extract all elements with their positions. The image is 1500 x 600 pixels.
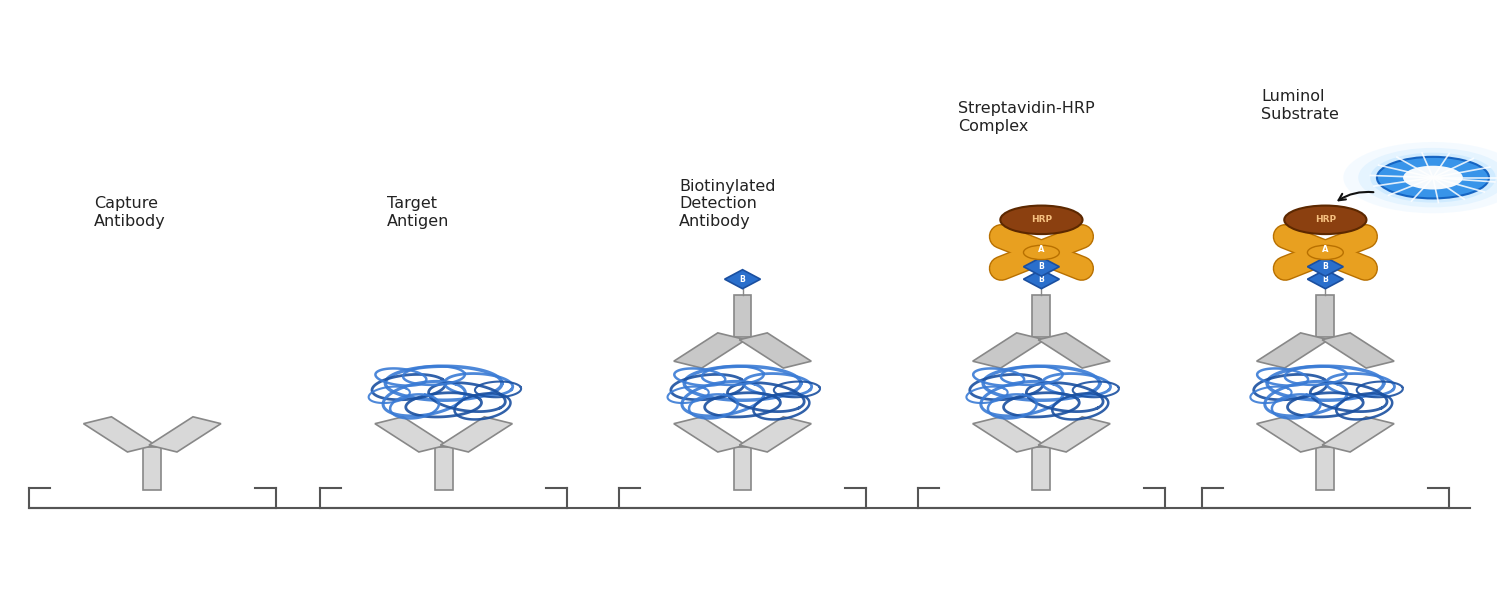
Text: A: A [1038, 245, 1044, 254]
Ellipse shape [1377, 157, 1490, 199]
Circle shape [1344, 142, 1500, 213]
Text: Target
Antigen: Target Antigen [387, 196, 450, 229]
Polygon shape [724, 269, 760, 289]
Bar [1032, 448, 1050, 490]
Bar [1038, 417, 1110, 452]
Bar [740, 333, 812, 368]
Bar [972, 417, 1044, 452]
Ellipse shape [1284, 206, 1366, 234]
Text: Streptavidin-HRP
Complex: Streptavidin-HRP Complex [958, 101, 1095, 134]
Bar [148, 417, 220, 452]
Bar [375, 417, 447, 452]
Circle shape [1358, 148, 1500, 208]
Bar [1317, 448, 1335, 490]
Text: Luminol
Substrate: Luminol Substrate [1262, 89, 1340, 122]
Bar [144, 448, 160, 490]
Bar [740, 417, 812, 452]
Bar [1322, 333, 1394, 368]
FancyArrowPatch shape [1338, 192, 1374, 200]
Bar [1257, 333, 1329, 368]
Bar [734, 295, 752, 337]
Circle shape [1023, 245, 1059, 260]
Bar [1317, 295, 1335, 337]
Text: A: A [1322, 245, 1329, 254]
Bar [1257, 417, 1329, 452]
Bar [674, 333, 746, 368]
Circle shape [1402, 166, 1462, 190]
Bar [1038, 333, 1110, 368]
Text: B: B [1038, 275, 1044, 284]
Text: B: B [1323, 262, 1328, 271]
Text: B: B [1038, 262, 1044, 271]
Bar [734, 448, 752, 490]
Bar [674, 417, 746, 452]
Bar [1322, 417, 1394, 452]
Bar [972, 333, 1044, 368]
Bar [441, 417, 513, 452]
Text: Biotinylated
Detection
Antibody: Biotinylated Detection Antibody [680, 179, 776, 229]
Polygon shape [1308, 257, 1344, 276]
Bar [1032, 295, 1050, 337]
Ellipse shape [1000, 206, 1083, 234]
Polygon shape [1023, 257, 1059, 276]
Polygon shape [1023, 269, 1059, 289]
Polygon shape [1308, 269, 1344, 289]
Circle shape [1370, 152, 1496, 203]
Text: HRP: HRP [1316, 215, 1336, 224]
Bar [435, 448, 453, 490]
Text: B: B [1323, 275, 1328, 284]
Circle shape [1308, 245, 1344, 260]
Bar [84, 417, 156, 452]
Text: B: B [740, 275, 746, 284]
Text: HRP: HRP [1030, 215, 1051, 224]
Text: Capture
Antibody: Capture Antibody [94, 196, 165, 229]
